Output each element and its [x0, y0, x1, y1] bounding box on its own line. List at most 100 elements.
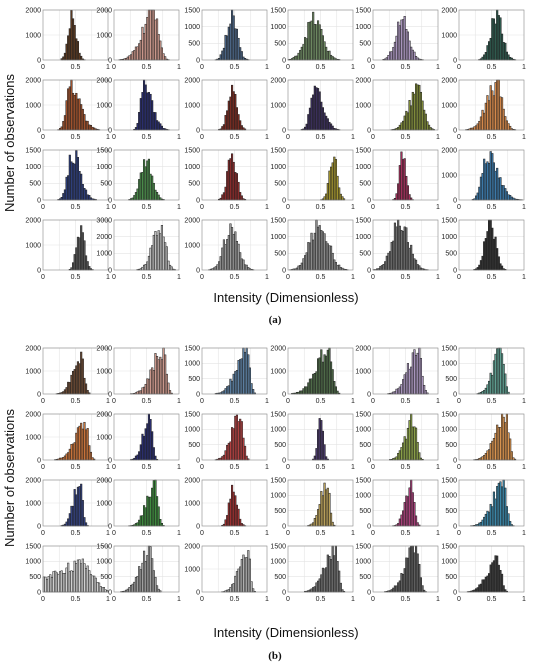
y-tick-label: 1000	[270, 559, 286, 566]
y-tick-label: 0	[196, 523, 200, 530]
y-tick-label: 1000	[184, 242, 200, 249]
x-tick-label: 0	[457, 64, 461, 71]
x-tick-label: 1	[106, 596, 110, 603]
y-tick-label: 1000	[355, 24, 371, 31]
y-tick-label: 0	[108, 457, 112, 464]
plot-frame	[201, 413, 268, 461]
plot-frame	[113, 413, 180, 461]
y-tick-label: 0	[37, 57, 41, 64]
y-tick-label: 2000	[441, 77, 457, 84]
x-tick-label: 0	[457, 398, 461, 405]
x-tick-label: 1	[265, 464, 269, 471]
x-tick-label: 0	[112, 464, 116, 471]
y-tick-label: 1000	[25, 434, 41, 441]
x-tick-label: 0.5	[230, 464, 240, 471]
x-tick-label: 1	[265, 596, 269, 603]
y-tick-label: 1000	[441, 493, 457, 500]
y-tick-label: 0	[282, 523, 286, 530]
plot-frame	[458, 9, 525, 61]
histogram-subplot: 0 500 1000 1500 0 0.5 1	[184, 411, 269, 471]
x-tick-label: 1	[522, 530, 526, 537]
y-tick-label: 0	[282, 57, 286, 64]
histogram-subplot: 0 500 1000 1500 0 0.5 1	[355, 217, 440, 281]
x-tick-label: 0.5	[71, 64, 81, 71]
x-tick-label: 1	[265, 398, 269, 405]
y-tick-label: 2000	[355, 345, 371, 352]
x-tick-label: 0.5	[401, 134, 411, 141]
y-tick-label: 1500	[25, 543, 41, 550]
plot-frame	[372, 413, 439, 461]
x-tick-label: 0.5	[316, 398, 326, 405]
histogram-subplot: 0 1000 2000 0 0.5 1	[184, 543, 269, 603]
y-tick-label: 0	[196, 457, 200, 464]
x-tick-label: 0	[112, 530, 116, 537]
y-tick-label: 1500	[270, 477, 286, 484]
y-tick-label: 1000	[184, 427, 200, 434]
y-tick-label: 0	[367, 589, 371, 596]
y-tick-label: 0	[282, 267, 286, 274]
y-tick-label: 0	[367, 127, 371, 134]
y-tick-label: 0	[453, 127, 457, 134]
y-tick-label: 0	[37, 523, 41, 530]
y-tick-label: 1500	[184, 411, 200, 418]
y-tick-label: 1000	[184, 361, 200, 368]
y-tick-label: 0	[196, 57, 200, 64]
x-tick-label: 1	[106, 530, 110, 537]
y-tick-label: 500	[274, 442, 286, 449]
y-tick-label: 0	[108, 523, 112, 530]
x-tick-label: 1	[436, 64, 440, 71]
plot-frame	[287, 149, 354, 201]
y-tick-label: 500	[188, 41, 200, 48]
y-axis-label: Number of observations	[2, 73, 17, 212]
plot-frame	[113, 79, 180, 131]
histogram-subplot: 0 500 1000 1500 0 0.5 1	[441, 345, 526, 405]
x-tick-label: 0	[41, 64, 45, 71]
plot-frame	[372, 9, 439, 61]
y-tick-label: 500	[100, 181, 112, 188]
x-tick-label: 0	[112, 134, 116, 141]
y-tick-label: 1000	[96, 102, 112, 109]
x-tick-label: 0.5	[487, 204, 497, 211]
y-tick-label: 0	[282, 457, 286, 464]
x-tick-label: 0	[286, 204, 290, 211]
x-tick-label: 0.5	[230, 64, 240, 71]
x-tick-label: 0.5	[487, 596, 497, 603]
plot-frame	[201, 149, 268, 201]
y-tick-label: 1000	[441, 234, 457, 241]
histogram-subplot: 0 1000 2000 0 0.5 1	[184, 77, 269, 141]
y-tick-label: 1000	[96, 164, 112, 171]
y-tick-label: 0	[108, 197, 112, 204]
y-tick-label: 0	[453, 391, 457, 398]
x-tick-label: 1	[177, 530, 181, 537]
plot-frame	[287, 545, 354, 593]
x-tick-label: 1	[436, 464, 440, 471]
x-tick-label: 1	[436, 398, 440, 405]
x-tick-label: 0.5	[142, 204, 152, 211]
y-tick-label: 0	[196, 127, 200, 134]
histogram-subplot: 0 500 1000 1500 0 0.5 1	[25, 147, 110, 211]
y-tick-label: 1000	[355, 368, 371, 375]
y-tick-label: 0	[453, 589, 457, 596]
x-tick-label: 0	[112, 274, 116, 281]
y-tick-label: 2000	[96, 345, 112, 352]
y-tick-label: 2000	[25, 411, 41, 418]
y-tick-label: 0	[453, 267, 457, 274]
histogram-subplot: 0 1000 2000 0 0.5 1	[184, 477, 269, 537]
y-tick-label: 500	[274, 574, 286, 581]
y-tick-label: 0	[37, 457, 41, 464]
x-tick-label: 0.5	[71, 274, 81, 281]
plot-frame	[458, 219, 525, 271]
x-tick-label: 0	[200, 596, 204, 603]
y-tick-label: 1000	[441, 427, 457, 434]
y-tick-label: 1000	[270, 102, 286, 109]
x-tick-label: 0.5	[487, 464, 497, 471]
y-tick-label: 1000	[355, 102, 371, 109]
y-tick-label: 0	[367, 197, 371, 204]
plot-frame	[287, 413, 354, 461]
histogram-subplot: 0 500 1000 1500 0 0.5 1	[96, 543, 181, 603]
x-tick-label: 1	[106, 64, 110, 71]
y-tick-label: 500	[29, 181, 41, 188]
x-tick-label: 0	[41, 596, 45, 603]
y-tick-label: 2000	[25, 77, 41, 84]
x-tick-label: 0	[371, 134, 375, 141]
